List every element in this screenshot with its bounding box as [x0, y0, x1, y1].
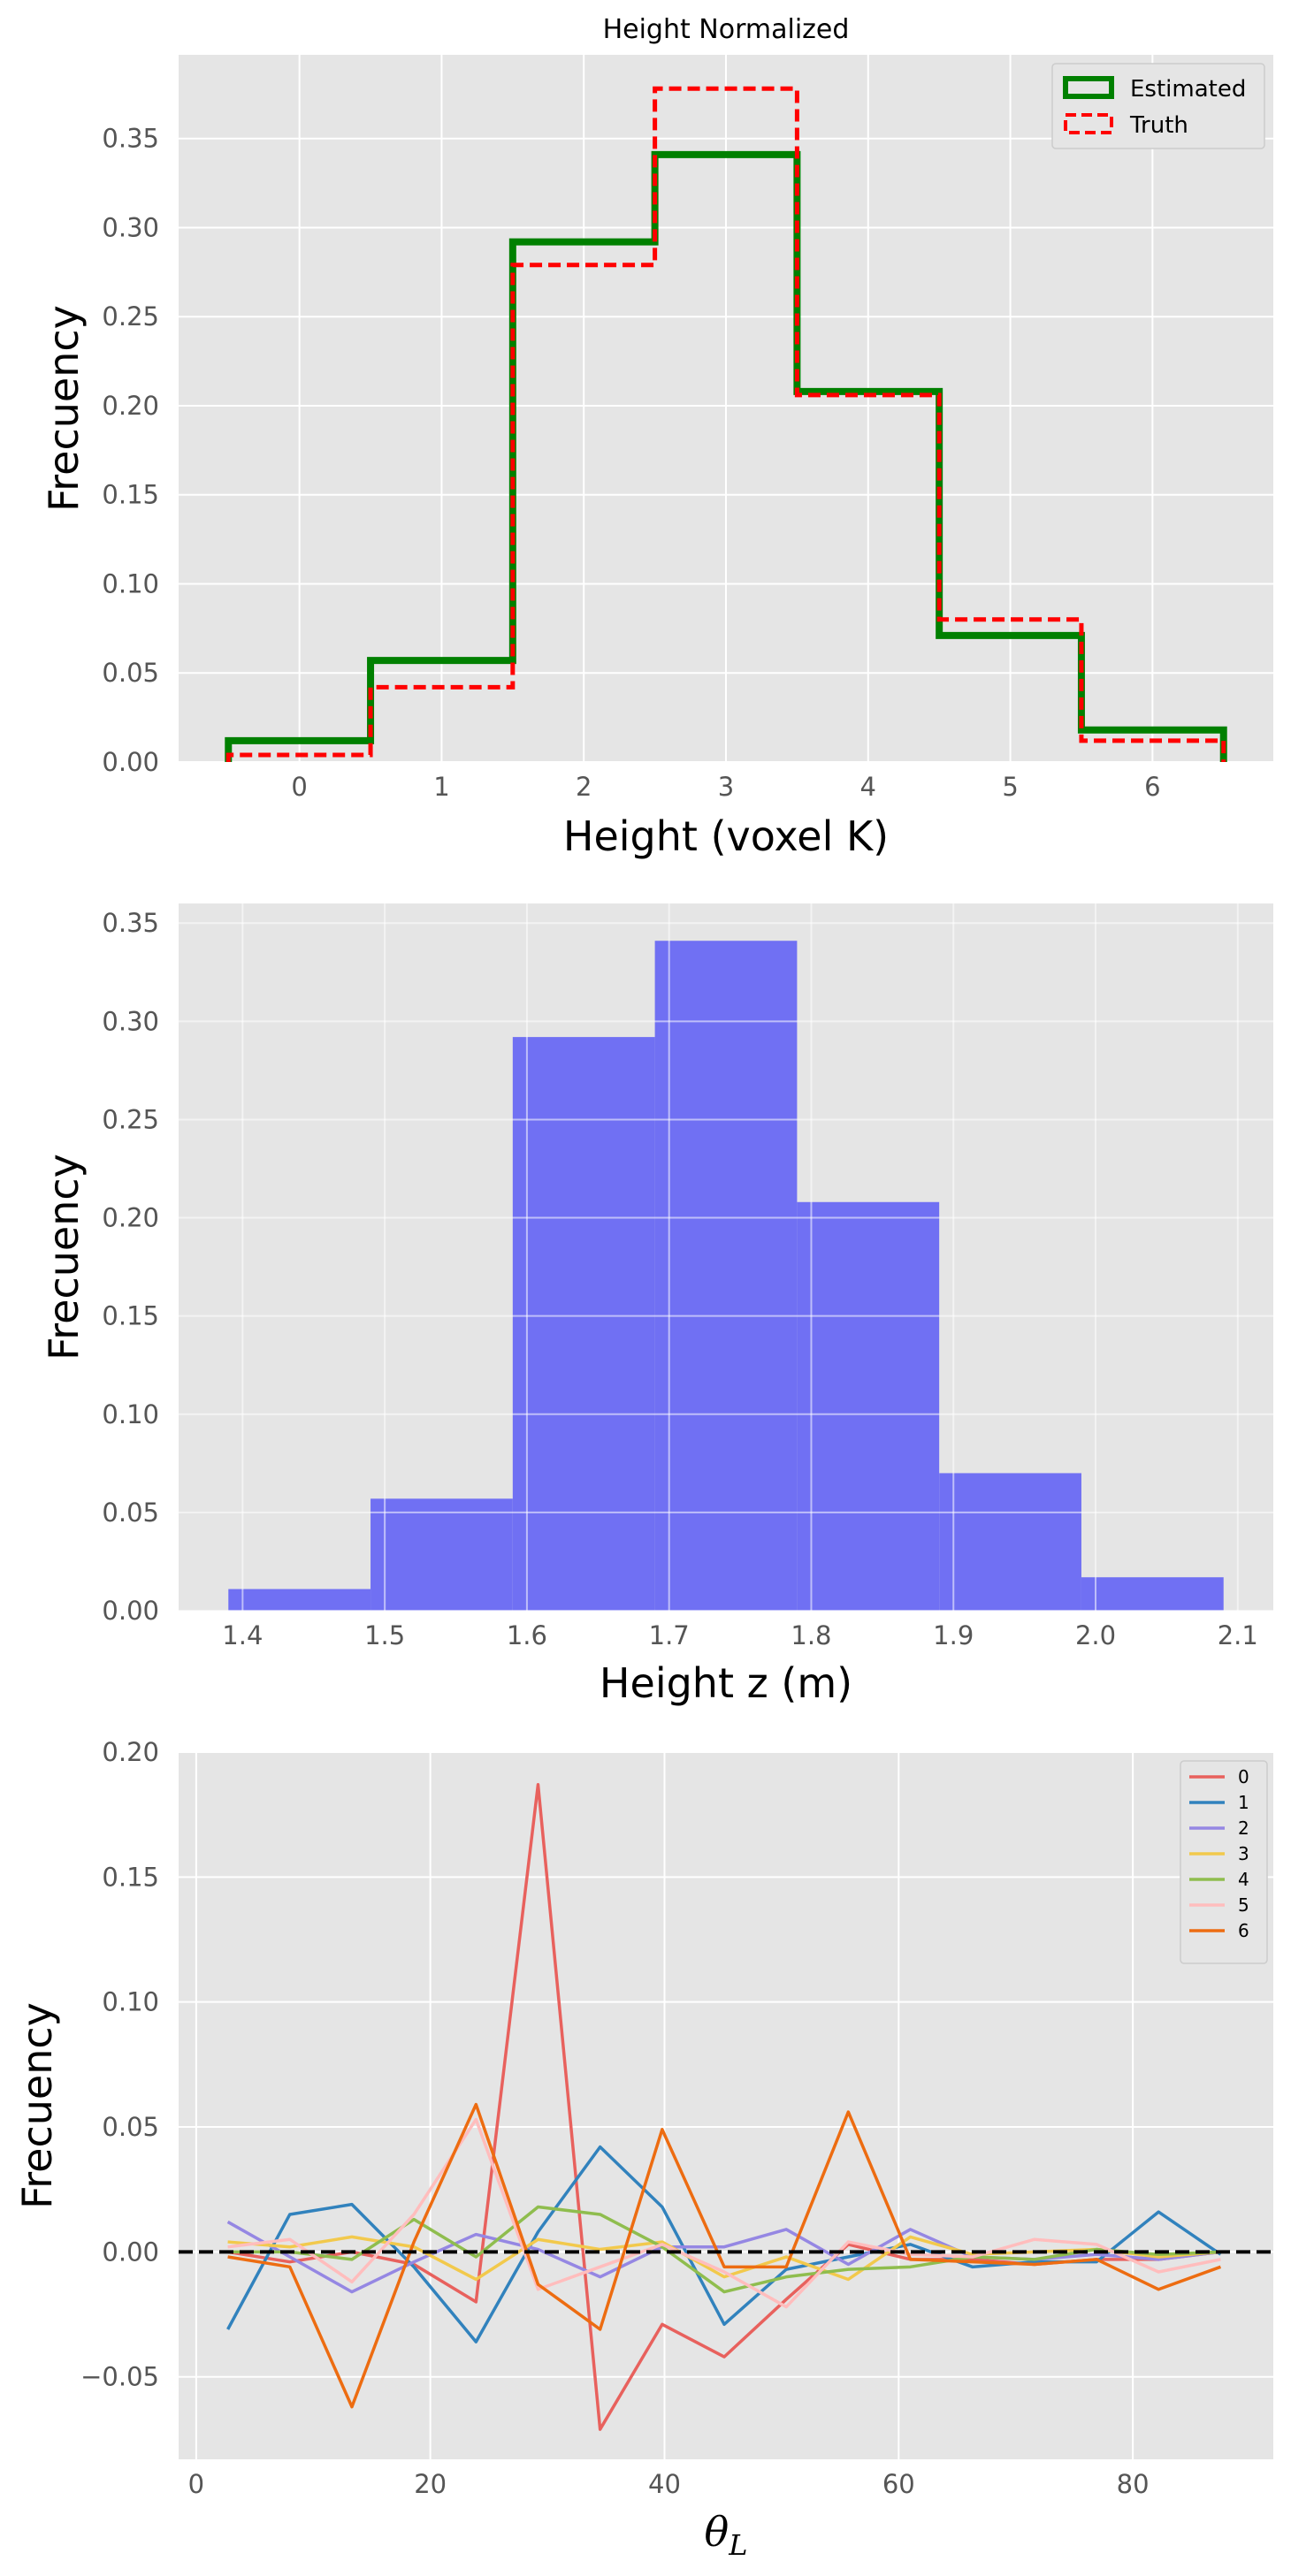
x-tick-label: 1.9: [933, 1620, 974, 1650]
line-series: [226, 1782, 1222, 2431]
x-tick-label: 3: [718, 772, 734, 802]
series-line-4: [227, 2205, 1221, 2294]
legend-label-4: 4: [1238, 1869, 1249, 1890]
theta-line-panel: 0 20 40 60 80−0.050.000.050.100.150.20 θL Fr…: [13, 1737, 1273, 2562]
x-tick-label: 1.5: [364, 1620, 405, 1650]
y-tick-label: 0.15: [102, 1301, 159, 1331]
x-tick-label: 20: [414, 2469, 447, 2499]
y-tick-label: 0.10: [102, 568, 159, 598]
histogram-bar: [228, 1589, 371, 1611]
legend-label-0: 0: [1238, 1766, 1249, 1787]
histogram-bar: [1081, 1577, 1224, 1611]
y-tick-label: 0.00: [102, 1596, 159, 1626]
truth-step-line: [225, 86, 1226, 762]
y-tick-label: 0.20: [102, 1203, 159, 1233]
series-line-6: [227, 2102, 1222, 2409]
gridlines: [179, 903, 1273, 1612]
x-tick-label: 5: [1002, 772, 1018, 802]
step-series: [225, 86, 1227, 762]
series-line-5: [227, 2117, 1221, 2309]
legend-swatch-truth: [1064, 113, 1113, 134]
y-axis-label: Frecuency: [40, 305, 88, 512]
series-line-2: [226, 2220, 1221, 2294]
y-tick-label: 0.30: [102, 212, 159, 242]
y-tick-label: 0.00: [102, 747, 159, 777]
tick-labels: 1.4 1.5 1.6 1.7 1.8 1.9 2.0 2.1 0.00 0.05 0.10 0.15…: [102, 908, 1257, 1650]
legend-swatch-estimated: [1063, 76, 1114, 99]
x-tick-label: 1.6: [507, 1620, 547, 1650]
tick-labels: 0 1 2 3 4 5 6 0.00 0.05 0.10 0.15 0.20 0.25 0.30 0.35: [102, 124, 1160, 802]
y-tick-label: 0.25: [102, 1104, 159, 1134]
y-tick-label: 0.00: [102, 2237, 159, 2267]
y-axis-label: Frecuency: [13, 2002, 61, 2209]
height-z-panel: 1.4 1.5 1.6 1.7 1.8 1.9 2.0 2.1 0.00 0.05 0.10 0.15…: [40, 903, 1273, 1707]
tick-labels: 0 20 40 60 80 −0.05 0.00 0.05 0.10 0.15 0.20: [80, 1737, 1149, 2499]
x-axis-label: Height z (m): [600, 1659, 852, 1707]
legend-label-5: 5: [1238, 1894, 1249, 1916]
x-axis-label: Height (voxel K): [563, 812, 889, 860]
y-axis-label: Frecuency: [40, 1154, 88, 1360]
x-tick-label: 1.7: [649, 1620, 690, 1650]
x-tick-label: 2.1: [1218, 1620, 1258, 1650]
legend-label-6: 6: [1238, 1920, 1249, 1941]
x-tick-label: 6: [1144, 772, 1160, 802]
x-tick-label: 1.4: [222, 1620, 263, 1650]
y-tick-label: 0.20: [102, 1737, 159, 1767]
legend-label-estimated: Estimated: [1130, 76, 1246, 103]
x-axis-label-subscript: L: [728, 2528, 747, 2562]
y-tick-label: 0.35: [102, 124, 159, 154]
legend-label-2: 2: [1238, 1818, 1249, 1839]
x-axis-label: θL: [705, 2508, 748, 2562]
y-tick-label: 0.25: [102, 301, 159, 332]
x-tick-label: 4: [860, 772, 876, 802]
histogram-bar: [654, 941, 798, 1611]
legend: 0 1 2 3 4 5 6: [1180, 1760, 1268, 1964]
y-tick-label: −0.05: [80, 2362, 159, 2392]
y-tick-label: 0.05: [102, 658, 159, 688]
x-tick-label: 60: [882, 2469, 915, 2499]
x-tick-label: 1.8: [791, 1620, 831, 1650]
y-tick-label: 0.15: [102, 480, 159, 510]
histogram-bar: [512, 1037, 655, 1611]
legend-label-truth: Truth: [1129, 112, 1188, 139]
legend: Estimated Truth: [1051, 63, 1265, 149]
y-tick-label: 0.05: [102, 1498, 159, 1528]
chart-title: Height Normalized: [603, 14, 850, 45]
legend-label-3: 3: [1238, 1843, 1249, 1864]
histogram-bar: [370, 1498, 513, 1611]
x-tick-label: 0: [291, 772, 307, 802]
gridlines: [179, 55, 1273, 763]
legend-box: [1051, 63, 1265, 149]
legend-box: [1180, 1760, 1268, 1964]
x-tick-label: 80: [1117, 2469, 1150, 2499]
y-tick-label: 0.35: [102, 908, 159, 938]
height-normalized-panel: 0 1 2 3 4 5 60.000.050.100.150.200.250.300.35 …: [40, 14, 1273, 860]
histogram-bars: [228, 941, 1224, 1611]
y-tick-label: 0.30: [102, 1006, 159, 1036]
y-tick-label: 0.10: [102, 1987, 159, 2017]
y-tick-label: 0.05: [102, 2112, 159, 2142]
histogram-bar: [797, 1201, 940, 1611]
plot-area: [179, 1752, 1273, 2459]
y-tick-label: 0.10: [102, 1399, 159, 1429]
x-tick-label: 2.0: [1075, 1620, 1116, 1650]
x-tick-label: 2: [576, 772, 592, 802]
legend-label-1: 1: [1238, 1792, 1249, 1813]
x-tick-label: 1: [433, 772, 449, 802]
y-tick-label: 0.15: [102, 1862, 159, 1892]
x-tick-label: 0: [188, 2469, 204, 2499]
histogram-bar: [939, 1473, 1081, 1611]
y-tick-label: 0.20: [102, 391, 159, 421]
x-tick-label: 40: [648, 2469, 681, 2499]
